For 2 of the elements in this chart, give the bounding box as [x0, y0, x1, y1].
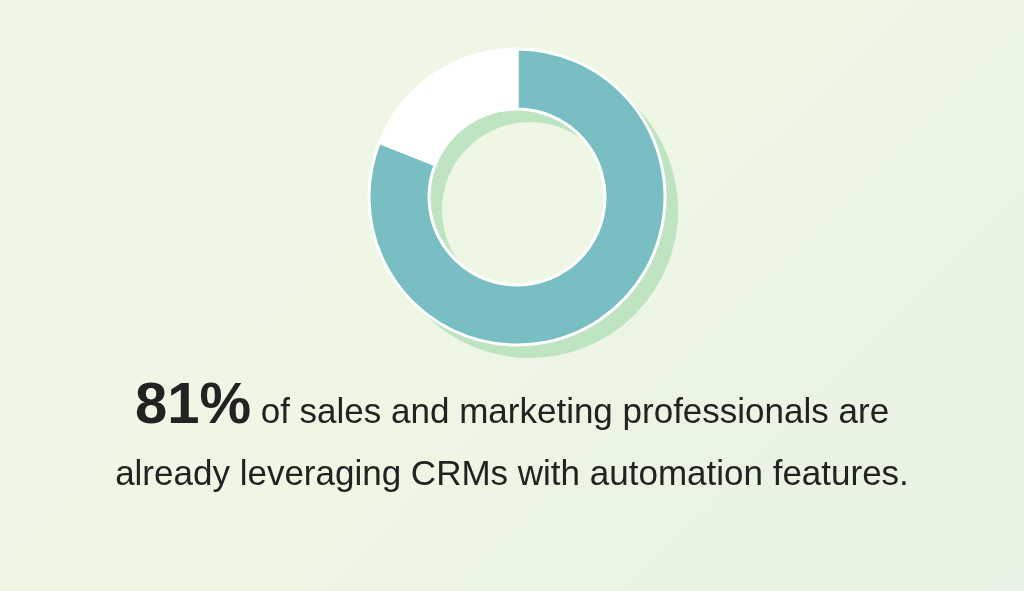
donut-slice	[367, 47, 667, 347]
text: 81% of sales and marketing professionals are already leveraging CRMs with automation features.	[115, 370, 909, 492]
